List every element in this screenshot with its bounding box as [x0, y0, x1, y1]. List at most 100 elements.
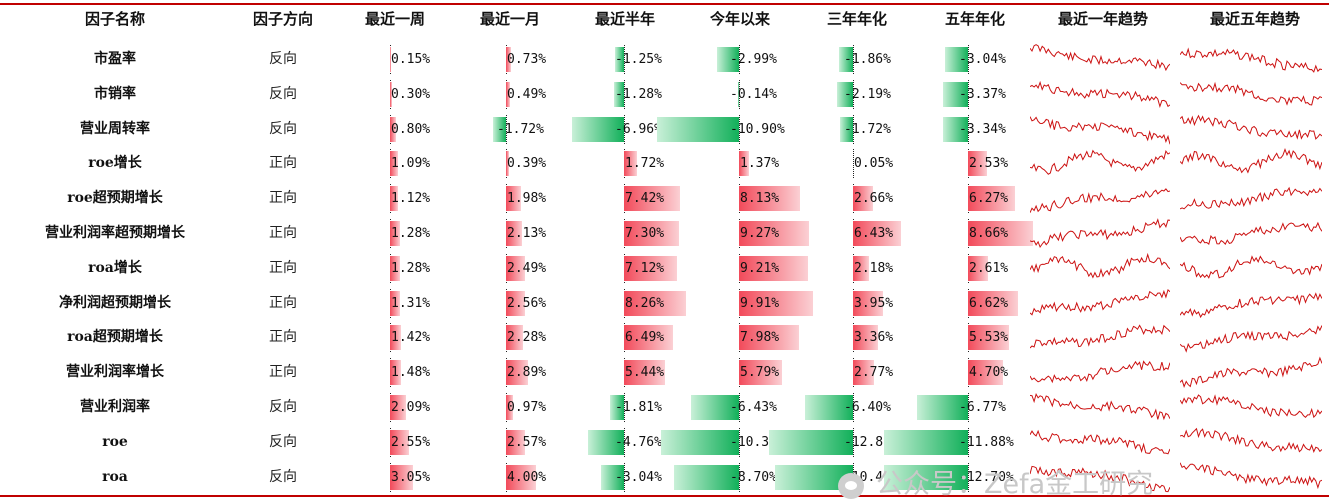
trend-line — [1180, 47, 1322, 73]
zero-axis — [853, 114, 854, 144]
value-label: 2.55% — [391, 434, 431, 450]
trend-line — [1030, 80, 1170, 108]
zero-axis — [624, 427, 625, 457]
trend-line — [1180, 356, 1322, 389]
value-label: -12.70% — [959, 469, 1014, 485]
factor-direction: 正向 — [269, 155, 297, 172]
value-label: 0.73% — [507, 52, 547, 67]
value-label: -0.14% — [730, 86, 777, 102]
trend-line — [1030, 188, 1170, 214]
watermark-text: 公众号：Zefa金工研究 — [876, 469, 1154, 500]
value-label: -3.04% — [959, 52, 1006, 67]
trend-line — [1030, 465, 1170, 492]
value-label: 6.27% — [969, 191, 1009, 207]
one-year-trend-sparkline — [1030, 393, 1170, 421]
positive-bar — [506, 151, 509, 177]
five-year-trend-sparkline — [1180, 47, 1322, 73]
negative-bar — [839, 47, 853, 72]
value-label: 0.39% — [507, 156, 547, 172]
positive-bar — [390, 47, 392, 72]
positive-bar — [968, 255, 988, 281]
trend-line — [1030, 252, 1170, 279]
value-label: 2.77% — [854, 365, 894, 381]
value-label: 0.49% — [507, 86, 547, 102]
negative-bar — [610, 395, 624, 420]
column-header: 今年以来 — [709, 10, 770, 28]
positive-bar — [506, 290, 526, 316]
value-label: -10.90% — [730, 121, 785, 137]
positive-bar — [506, 395, 514, 420]
positive-bar — [390, 360, 402, 386]
positive-bar — [390, 395, 406, 420]
negative-bar — [661, 429, 739, 455]
value-label: 1.42% — [391, 330, 431, 346]
positive-bar — [968, 186, 1016, 212]
value-label: 2.66% — [854, 191, 894, 207]
factor-direction: 反向 — [269, 85, 297, 102]
positive-bar — [968, 221, 1033, 246]
negative-bar — [571, 116, 624, 142]
table-row: 市盈率 反向 0.15% 0.73% -1.25% -2.99% -1.86% -3.04% — [0, 42, 1329, 77]
positive-bar — [624, 290, 686, 316]
table-row: 市销率 反向 0.30% 0.49% -1.28% -0.14% -2.19% -3.37% — [0, 77, 1329, 112]
trend-line — [1030, 115, 1170, 145]
five-year-trend-sparkline — [1180, 221, 1322, 245]
value-label: -6.77% — [959, 400, 1006, 415]
value-label: 3.05% — [391, 469, 431, 485]
positive-bar — [390, 151, 399, 177]
value-label: -1.25% — [615, 52, 662, 67]
positive-bar — [390, 429, 410, 455]
zero-axis — [624, 462, 625, 492]
value-label: 7.98% — [740, 330, 780, 346]
positive-bar — [390, 186, 399, 212]
positive-bar — [506, 325, 524, 351]
column-header: 最近一周 — [364, 10, 425, 28]
zero-axis — [968, 393, 969, 422]
positive-bar — [390, 325, 401, 351]
one-year-trend-sparkline — [1030, 252, 1170, 279]
zero-axis — [739, 114, 740, 144]
trend-line — [1180, 186, 1322, 210]
factor-direction: 反向 — [269, 399, 297, 415]
zero-axis — [853, 427, 854, 457]
zero-axis — [853, 393, 854, 422]
table-row: roe 反向 2.55% 2.57% -4.76% -10.36% -12.86% -11.8… — [0, 425, 1329, 460]
positive-bar — [390, 255, 400, 281]
positive-bar — [624, 360, 665, 386]
positive-bar — [506, 360, 528, 386]
five-year-trend-sparkline — [1180, 394, 1322, 419]
value-label: 1.31% — [391, 295, 431, 311]
negative-bar — [805, 395, 853, 420]
one-year-trend-sparkline — [1030, 44, 1170, 72]
value-label: 8.26% — [625, 295, 665, 311]
positive-bar — [739, 221, 809, 246]
one-year-trend-sparkline — [1030, 288, 1170, 316]
factor-direction: 正向 — [269, 225, 297, 241]
column-header: 最近一月 — [479, 10, 540, 28]
value-label: 7.30% — [625, 226, 665, 241]
factor-direction: 正向 — [269, 294, 297, 311]
value-label: 2.61% — [969, 260, 1009, 276]
wechat-icon — [838, 472, 864, 499]
factor-direction: 正向 — [269, 329, 297, 346]
factor-name: roa — [102, 468, 128, 485]
zero-axis — [624, 393, 625, 422]
negative-bar — [945, 47, 968, 72]
value-label: 5.79% — [740, 365, 780, 381]
zero-axis — [853, 149, 854, 179]
value-label: 0.30% — [391, 86, 431, 102]
factor-direction: 反向 — [269, 468, 297, 485]
positive-bar — [739, 325, 799, 351]
zero-axis — [739, 393, 740, 422]
trend-line — [1030, 324, 1170, 349]
positive-bar — [968, 290, 1018, 316]
value-label: 7.42% — [625, 191, 665, 207]
value-label: 3.36% — [854, 330, 894, 346]
column-header: 最近半年 — [594, 10, 655, 28]
zero-axis — [853, 79, 854, 109]
value-label: 1.28% — [391, 226, 431, 241]
trend-line — [1030, 360, 1170, 384]
value-label: 8.13% — [740, 191, 780, 207]
negative-bar — [614, 81, 624, 107]
positive-bar — [624, 325, 673, 351]
